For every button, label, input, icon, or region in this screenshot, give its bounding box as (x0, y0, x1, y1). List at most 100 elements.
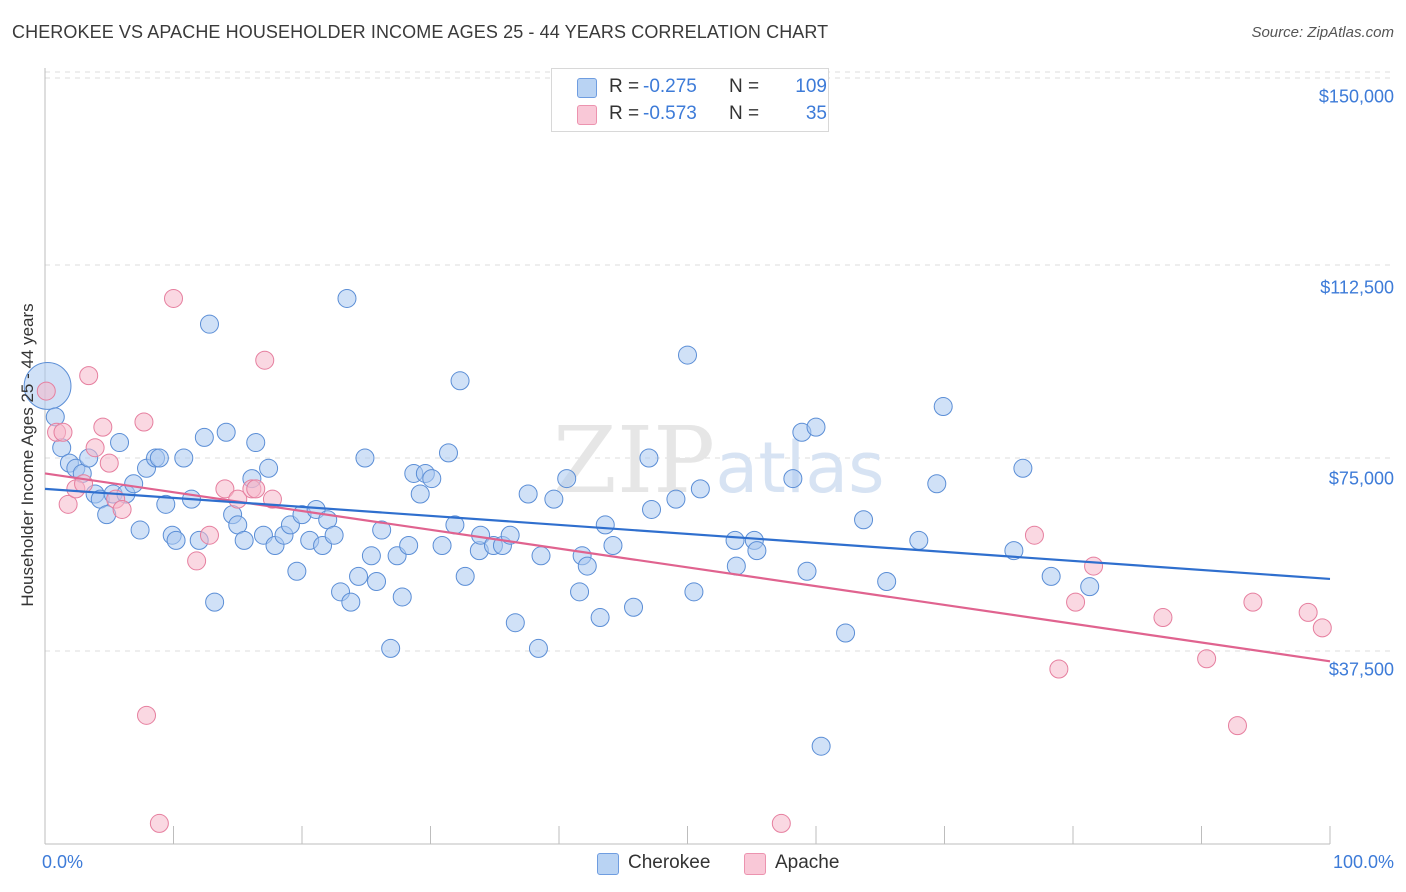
n-label: N = (729, 76, 760, 97)
cherokee-point (194, 427, 214, 447)
apache-points (36, 288, 1332, 833)
cherokee-point (531, 546, 551, 566)
cherokee-point (595, 515, 615, 535)
cherokee-point (854, 510, 874, 530)
cherokee-point (410, 484, 430, 504)
cherokee-point (726, 556, 746, 576)
cherokee-point (806, 417, 826, 437)
cherokee-point (577, 556, 597, 576)
cherokee-point (246, 433, 266, 453)
cherokee-point (797, 561, 817, 581)
apache-point (1312, 618, 1332, 638)
apache-point (771, 813, 791, 833)
apache-point (137, 705, 157, 725)
cherokee-point (130, 520, 150, 540)
apache-point (255, 350, 275, 370)
apache-point (1049, 659, 1069, 679)
chart-title: CHEROKEE VS APACHE HOUSEHOLDER INCOME AG… (12, 22, 829, 42)
cherokee-swatch (577, 78, 597, 98)
legend-item-cherokee[interactable]: Cherokee (597, 852, 727, 876)
axes (44, 68, 1331, 845)
cherokee-point (684, 582, 704, 602)
apache-point (1243, 592, 1263, 612)
y-axis-label: Householder Income Ages 25 - 44 years (18, 303, 37, 607)
y-tick-label-150000: $150,000 (1318, 86, 1394, 107)
apache-point (199, 525, 219, 545)
cherokee-point (933, 397, 953, 417)
cherokee-point (505, 613, 525, 633)
y-tick-label-75000: $75,000 (1328, 468, 1394, 489)
cherokee-point (392, 587, 412, 607)
apache-point (112, 499, 132, 519)
cherokee-point (642, 499, 662, 519)
apache-point (93, 417, 113, 437)
cherokee-point (1013, 458, 1033, 478)
cherokee-point (174, 448, 194, 468)
y-tick-label-112500: $112,500 (1320, 277, 1394, 298)
apache-point (53, 422, 73, 442)
cherokee-point (690, 479, 710, 499)
cherokee-point (432, 535, 452, 555)
apache-point (1298, 602, 1318, 622)
apache-point (1066, 592, 1086, 612)
cherokee-point (725, 530, 745, 550)
cherokee-point (124, 474, 144, 494)
cherokee-point (156, 494, 176, 514)
n-value: 35 (805, 103, 827, 124)
r-label: R = (609, 76, 640, 97)
cherokee-point (438, 443, 458, 463)
cherokee-legend-swatch (597, 853, 619, 875)
cherokee-point (450, 371, 470, 391)
cherokee-point (811, 736, 831, 756)
cherokee-point (259, 458, 279, 478)
cherokee-point (149, 448, 169, 468)
apache-point (1153, 608, 1173, 628)
apache-point (187, 551, 207, 571)
cherokee-point (518, 484, 538, 504)
cherokee-point (877, 572, 897, 592)
cherokee-point (747, 541, 767, 561)
cherokee-point (205, 592, 225, 612)
watermark: ZIP atlas (553, 407, 885, 514)
cherokee-point (836, 623, 856, 643)
r-label: R = (609, 103, 640, 124)
apache-point (85, 438, 105, 458)
apache-point (1197, 649, 1217, 669)
apache-swatch (577, 105, 597, 125)
trend-lines (44, 472, 1331, 663)
legend-item-apache[interactable]: Apache (744, 852, 854, 876)
y-tick-label-37500: $37,500 (1328, 659, 1394, 680)
cherokee-point (909, 530, 929, 550)
cherokee-points (23, 288, 1100, 756)
cherokee-point (1080, 577, 1100, 597)
cherokee-point (570, 582, 590, 602)
cherokee-point (783, 469, 803, 489)
apache-point (246, 479, 266, 499)
apache-legend-swatch (744, 853, 766, 875)
cherokee-point (355, 448, 375, 468)
apache-point (79, 366, 99, 386)
apache-point (36, 381, 56, 401)
apache-point (58, 494, 78, 514)
r-value: -0.275 (643, 76, 697, 97)
apache-point (1024, 525, 1044, 545)
legend-label-apache: Apache (775, 852, 840, 873)
cherokee-point (1004, 541, 1024, 561)
cherokee-point (455, 566, 475, 586)
cherokee-point (590, 608, 610, 628)
cherokee-point (639, 448, 659, 468)
cherokee-point (678, 345, 697, 365)
watermark-zip: ZIP (553, 407, 715, 514)
cherokee-point (603, 535, 623, 555)
cherokee-point (399, 535, 419, 555)
n-label: N = (729, 103, 760, 124)
cherokee-point (234, 530, 254, 550)
apache-point (1227, 716, 1247, 736)
cherokee-point (199, 314, 219, 334)
cherokee-point (324, 525, 344, 545)
cherokee-point (166, 530, 186, 550)
cherokee-point (624, 597, 644, 617)
apache-point (164, 288, 183, 308)
cherokee-point (372, 520, 392, 540)
